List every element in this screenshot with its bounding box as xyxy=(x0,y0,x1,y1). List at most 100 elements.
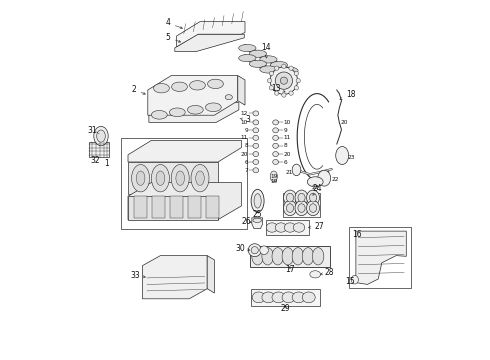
Ellipse shape xyxy=(253,111,259,116)
Ellipse shape xyxy=(336,147,349,165)
Ellipse shape xyxy=(94,126,108,146)
Ellipse shape xyxy=(156,171,165,185)
Text: 16: 16 xyxy=(352,230,362,239)
Text: 27: 27 xyxy=(308,222,324,231)
Ellipse shape xyxy=(172,82,187,91)
Text: 6: 6 xyxy=(244,159,248,165)
Ellipse shape xyxy=(318,170,331,186)
Polygon shape xyxy=(266,220,309,235)
Ellipse shape xyxy=(273,120,278,125)
Ellipse shape xyxy=(97,130,105,142)
Text: 1: 1 xyxy=(104,159,109,168)
Text: 30: 30 xyxy=(235,244,250,253)
Text: 20: 20 xyxy=(341,120,348,125)
Ellipse shape xyxy=(266,223,278,232)
Ellipse shape xyxy=(205,103,221,112)
Ellipse shape xyxy=(298,204,305,212)
Polygon shape xyxy=(206,196,219,218)
Polygon shape xyxy=(238,76,245,105)
Ellipse shape xyxy=(253,168,259,173)
Ellipse shape xyxy=(286,204,294,212)
Text: 21: 21 xyxy=(285,170,293,175)
Text: 5: 5 xyxy=(165,33,181,42)
Ellipse shape xyxy=(282,292,295,303)
Ellipse shape xyxy=(187,105,203,114)
Ellipse shape xyxy=(273,128,278,133)
Ellipse shape xyxy=(196,171,204,185)
Polygon shape xyxy=(148,76,238,115)
Ellipse shape xyxy=(275,72,293,89)
Ellipse shape xyxy=(253,120,259,125)
Ellipse shape xyxy=(268,78,271,83)
Ellipse shape xyxy=(282,93,286,97)
Ellipse shape xyxy=(270,67,297,94)
Ellipse shape xyxy=(273,135,278,140)
Text: 28: 28 xyxy=(320,269,334,278)
Text: 11: 11 xyxy=(284,135,291,140)
Polygon shape xyxy=(283,193,320,217)
Text: 18: 18 xyxy=(340,90,355,99)
Ellipse shape xyxy=(269,71,273,76)
Ellipse shape xyxy=(260,66,277,73)
Text: 24: 24 xyxy=(312,184,322,195)
Ellipse shape xyxy=(208,79,223,89)
Ellipse shape xyxy=(253,152,259,157)
Text: 8: 8 xyxy=(284,143,287,148)
Ellipse shape xyxy=(239,45,256,52)
Polygon shape xyxy=(128,183,242,220)
Ellipse shape xyxy=(295,201,308,216)
Text: 9: 9 xyxy=(244,128,248,133)
Ellipse shape xyxy=(307,201,319,216)
Ellipse shape xyxy=(252,248,263,265)
Text: 19: 19 xyxy=(270,179,277,184)
Text: 4: 4 xyxy=(165,18,182,28)
Ellipse shape xyxy=(292,248,304,265)
Polygon shape xyxy=(251,289,319,306)
Text: 23: 23 xyxy=(312,185,319,190)
Polygon shape xyxy=(250,246,330,267)
Text: 11: 11 xyxy=(241,135,248,140)
Ellipse shape xyxy=(282,64,286,68)
Text: 3: 3 xyxy=(240,116,250,125)
Ellipse shape xyxy=(292,292,305,303)
Ellipse shape xyxy=(270,171,277,182)
Ellipse shape xyxy=(176,171,185,185)
Text: 12: 12 xyxy=(241,111,248,116)
Ellipse shape xyxy=(262,248,273,265)
Text: 14: 14 xyxy=(261,43,270,58)
Ellipse shape xyxy=(132,165,149,192)
Ellipse shape xyxy=(281,77,298,85)
Text: 22: 22 xyxy=(331,177,339,182)
Text: 33: 33 xyxy=(131,271,146,280)
Text: 31: 31 xyxy=(87,126,97,135)
Ellipse shape xyxy=(286,193,294,202)
Ellipse shape xyxy=(151,111,167,119)
Polygon shape xyxy=(188,196,201,218)
Ellipse shape xyxy=(253,159,259,165)
Ellipse shape xyxy=(270,62,288,69)
Ellipse shape xyxy=(280,77,288,84)
Ellipse shape xyxy=(272,292,285,303)
Polygon shape xyxy=(175,34,245,51)
Polygon shape xyxy=(176,22,245,47)
Ellipse shape xyxy=(298,193,305,202)
Ellipse shape xyxy=(273,159,278,165)
Ellipse shape xyxy=(294,86,298,90)
Ellipse shape xyxy=(289,91,293,95)
Ellipse shape xyxy=(190,81,205,90)
Ellipse shape xyxy=(310,271,320,278)
Ellipse shape xyxy=(253,128,259,133)
Ellipse shape xyxy=(262,292,275,303)
Ellipse shape xyxy=(282,248,294,265)
Text: 19: 19 xyxy=(270,174,277,179)
Text: 2: 2 xyxy=(131,85,146,94)
Ellipse shape xyxy=(191,165,209,192)
Polygon shape xyxy=(90,142,109,157)
Ellipse shape xyxy=(307,177,323,187)
Text: 6: 6 xyxy=(284,159,287,165)
Ellipse shape xyxy=(251,247,258,254)
Ellipse shape xyxy=(253,143,259,148)
Polygon shape xyxy=(128,140,242,162)
Text: 17: 17 xyxy=(285,265,295,274)
Ellipse shape xyxy=(272,248,284,265)
